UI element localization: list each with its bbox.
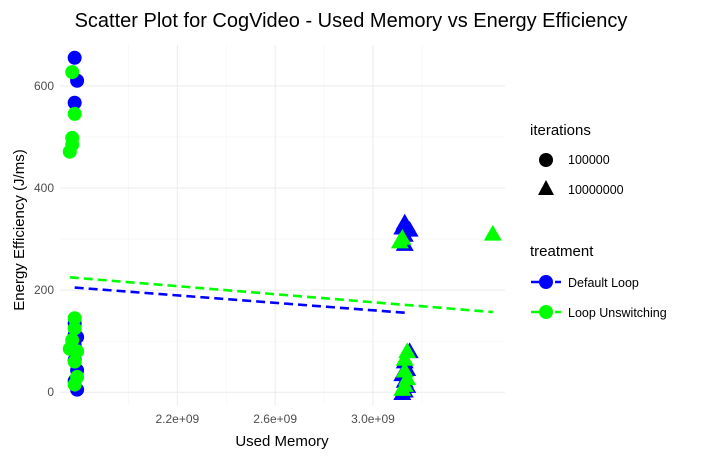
x-axis-title: Used Memory [235, 433, 329, 450]
y-tick-label: 600 [34, 79, 54, 93]
legend-label-loop-unswitching: Loop Unswitching [568, 306, 667, 320]
x-tick-label: 2.2e+09 [156, 412, 200, 426]
data-point-circle [62, 144, 77, 159]
data-point-triangle [390, 232, 409, 249]
data-point-circle [67, 95, 82, 110]
data-point-circle [67, 311, 82, 326]
y-axis-title: Energy Efficiency (J/ms) [11, 149, 28, 310]
y-tick-label: 0 [47, 385, 54, 399]
legend-circle-icon [539, 153, 553, 167]
data-point-circle [67, 106, 82, 121]
x-tick-label: 3.0e+09 [351, 412, 395, 426]
data-points [62, 50, 502, 401]
data-point-triangle [483, 224, 502, 241]
legend-label-default-loop: Default Loop [568, 276, 639, 290]
data-point-circle [67, 321, 82, 336]
legend-loop-unswitching-swatch [539, 305, 553, 319]
legend-title-treatment: treatment [530, 243, 594, 260]
data-point-circle [65, 65, 80, 80]
x-tick-label: 2.6e+09 [253, 412, 297, 426]
data-point-triangle [395, 350, 414, 366]
legend-label-10000000: 10000000 [568, 183, 624, 197]
data-point-circle [67, 354, 82, 369]
legend-label-100000: 100000 [568, 153, 610, 167]
x-axis-ticks: 2.2e+09 2.6e+09 3.0e+09 [156, 412, 396, 426]
legend-triangle-icon [538, 180, 554, 195]
y-tick-label: 400 [34, 181, 54, 195]
data-point-circle [67, 377, 82, 392]
grid [60, 45, 505, 405]
y-axis-ticks: 0 200 400 600 [34, 79, 54, 399]
legend-title-iterations: iterations [530, 122, 591, 139]
data-point-triangle [393, 380, 412, 396]
trend-lines [69, 276, 493, 315]
legend-default-loop-swatch [539, 275, 553, 289]
data-point-circle [67, 50, 82, 65]
legend: iterations 100000 10000000 treatment Def… [530, 122, 667, 320]
trend-line [69, 276, 493, 314]
chart-title: Scatter Plot for CogVideo - Used Memory … [75, 10, 628, 32]
y-tick-label: 200 [34, 283, 54, 297]
